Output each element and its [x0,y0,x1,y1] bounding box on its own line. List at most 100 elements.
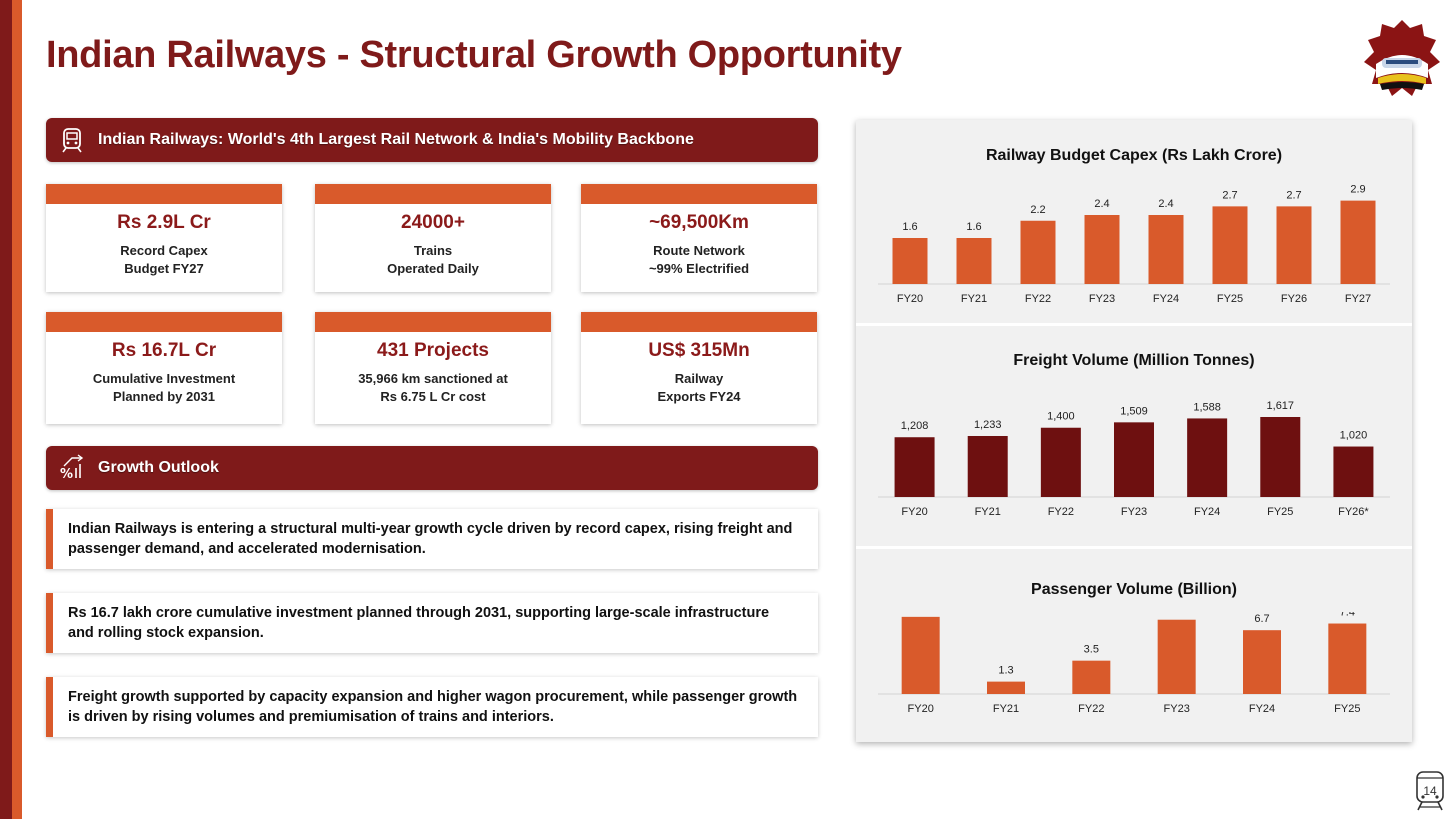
kpi-label: Route Network ~99% Electrified [648,243,750,276]
x-tick-label: FY25 [1334,703,1360,715]
left-accent-bar [0,0,12,819]
section-header-growth: % Growth Outlook [46,446,818,490]
chart-divider [856,546,1412,549]
railway-logo-icon [1364,20,1440,96]
bar [967,435,1008,497]
section-header-network: Indian Railways: World's 4th Largest Rai… [46,118,818,162]
x-tick-label: FY21 [961,293,987,305]
bullet-accent [46,593,53,653]
kpi-label: Railway Exports FY24 [657,371,741,404]
data-label: 1,509 [1120,405,1148,417]
kpi-card: Rs 16.7L Cr Cumulative Investment Planne… [46,312,282,424]
bar [956,238,992,284]
kpi-band [315,312,551,332]
data-label: 1.6 [966,221,981,233]
data-label: 2.2 [1030,204,1045,216]
x-tick-label: FY20 [897,293,923,305]
data-label: 7.4 [1340,612,1355,619]
x-tick-label: FY20 [908,703,934,715]
data-label: 3.5 [1084,644,1099,656]
x-tick-label: FY22 [1078,703,1104,715]
svg-text:%: % [60,467,73,482]
left-accent-stripe [12,0,22,819]
chart-title: Passenger Volume (Billion) [1031,581,1237,598]
bar [1114,422,1154,497]
chart-title: Freight Volume (Million Tonnes) [1013,352,1255,369]
data-label: 7.8 [1169,612,1184,615]
kpi-value: 24000+ [401,212,465,233]
data-label: 1.6 [902,221,917,233]
kpi-band [581,184,817,204]
kpi-card: ~69,500Km Route Network ~99% Electrified [581,184,817,292]
outlook-point: Indian Railways is entering a structural… [46,509,818,569]
x-tick-label: FY24 [1153,293,1179,305]
x-tick-label: FY23 [1164,703,1190,715]
x-tick-label: FY22 [1025,293,1051,305]
bar [901,616,940,694]
page-number: 14 [1423,784,1437,798]
bar [1276,206,1312,284]
page-title: Indian Railways - Structural Growth Oppo… [46,34,902,76]
bar [1157,619,1196,694]
bullet-accent [46,677,53,737]
bar [1020,220,1056,284]
kpi-card: 24000+ Trains Operated Daily [315,184,551,292]
x-tick-label: FY24 [1194,506,1220,518]
freight-bar-chart: 1,208 FY20 1,233 FY21 1,400 FY22 1,509 FY23 1,58… [878,400,1390,518]
outlook-text: Rs 16.7 lakh crore cumulative investment… [68,605,770,641]
growth-percent-icon: % [58,454,86,482]
x-tick-label: FY21 [975,506,1001,518]
kpi-label: Record Capex Budget FY27 [120,243,208,276]
x-tick-label: FY26 [1281,293,1307,305]
kpi-band [46,184,282,204]
outlook-text: Freight growth supported by capacity exp… [68,689,798,725]
kpi-value: US$ 315Mn [648,340,750,361]
outlook-point: Rs 16.7 lakh crore cumulative investment… [46,593,818,653]
outlook-text: Indian Railways is entering a structural… [68,521,793,557]
x-tick-label: FY23 [1089,293,1115,305]
x-tick-label: FY27 [1345,293,1371,305]
bar [1328,623,1367,694]
bar [1187,418,1228,497]
kpi-card: Rs 2.9L Cr Record Capex Budget FY27 [46,184,282,292]
outlook-point: Freight growth supported by capacity exp… [46,677,818,737]
kpi-label: Trains Operated Daily [387,243,479,276]
data-label: 1,020 [1340,430,1368,442]
data-label: 1,233 [974,419,1002,431]
kpi-label: 35,966 km sanctioned at Rs 6.75 L Cr cos… [358,371,508,404]
data-label: 1,400 [1047,411,1075,423]
x-tick-label: FY24 [1249,703,1275,715]
kpi-label: Cumulative Investment Planned by 2031 [92,371,236,404]
x-tick-label: FY25 [1267,506,1293,518]
x-tick-label: FY21 [993,703,1019,715]
data-label: 2.4 [1094,198,1109,210]
bar [894,437,935,497]
x-tick-label: FY22 [1048,506,1074,518]
bar [1243,630,1281,694]
bar [1040,427,1081,497]
train-icon [58,126,86,154]
chart-divider [856,323,1412,326]
bar [892,238,928,284]
kpi-value: 431 Projects [377,340,489,361]
chart-title: Railway Budget Capex (Rs Lakh Crore) [985,147,1283,164]
kpi-band [315,184,551,204]
kpi-value: ~69,500Km [649,212,749,233]
bar [1333,446,1374,497]
bar [1260,417,1301,497]
kpi-value: Rs 2.9L Cr [117,212,211,233]
x-tick-label: FY20 [901,506,927,518]
data-label: 1,208 [901,420,929,432]
data-label: 1,588 [1193,401,1221,413]
kpi-card: US$ 315Mn Railway Exports FY24 [581,312,817,424]
data-label: 2.9 [1350,184,1365,196]
bar [1072,660,1111,694]
data-label: 1,617 [1267,400,1295,412]
data-label: 1.3 [998,665,1013,677]
kpi-card: 431 Projects 35,966 km sanctioned at Rs … [315,312,551,424]
section-title: Growth Outlook [98,459,219,476]
section-title: Indian Railways: World's 4th Largest Rai… [98,131,694,148]
x-tick-label: FY25 [1217,293,1243,305]
kpi-value: Rs 16.7L Cr [111,340,217,361]
bar [1340,200,1376,284]
